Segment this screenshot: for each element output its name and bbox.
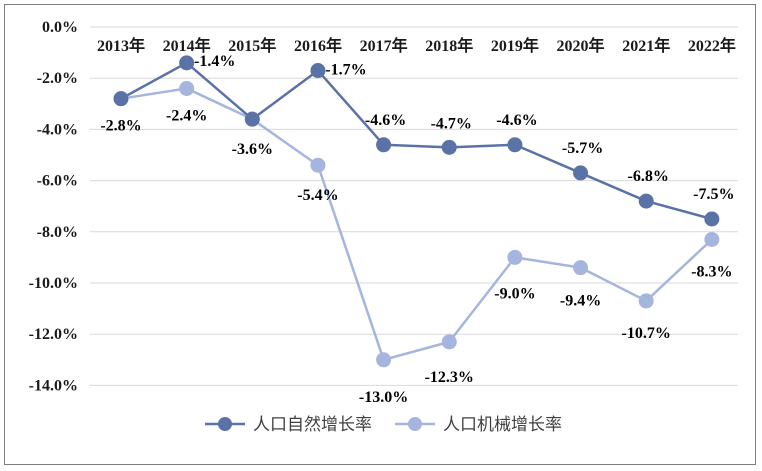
data-point xyxy=(573,165,589,181)
x-tick-label: 2021年 xyxy=(622,36,670,55)
y-tick-label: -6.0% xyxy=(37,173,78,190)
data-label: -4.6% xyxy=(496,112,537,129)
y-tick-label: -2.0% xyxy=(37,70,78,87)
y-tick-label: -4.0% xyxy=(37,121,78,138)
data-point xyxy=(638,193,654,209)
x-tick-label: 2018年 xyxy=(425,36,473,55)
y-tick-label: -12.0% xyxy=(29,326,78,343)
data-label: -4.7% xyxy=(431,115,472,132)
data-label: -1.4% xyxy=(194,53,235,70)
data-point xyxy=(704,211,720,227)
series-points xyxy=(113,55,720,368)
legend-marker xyxy=(408,417,422,431)
data-label: -2.4% xyxy=(166,107,207,124)
series-lines xyxy=(120,61,713,362)
y-tick-label: -8.0% xyxy=(37,224,78,241)
y-tick-label: 0.0% xyxy=(42,19,78,36)
data-label: -13.0% xyxy=(359,389,408,406)
data-label: -2.8% xyxy=(100,118,141,135)
x-tick-label: 2017年 xyxy=(360,36,408,55)
data-label: -8.3% xyxy=(691,263,732,280)
chart-frame xyxy=(4,4,756,465)
series-line xyxy=(120,61,713,221)
legend-label: 人口机械增长率 xyxy=(443,415,562,434)
data-point xyxy=(376,137,392,153)
x-tick-label: 2013年 xyxy=(97,36,145,55)
data-label: -5.4% xyxy=(297,187,338,204)
data-label: -9.0% xyxy=(494,285,535,302)
data-labels: -1.4% -1.7% -4.6% -4.7% -4.6% -5.7% -6.8% -7.5%… xyxy=(100,53,734,406)
gridlines xyxy=(90,26,738,386)
data-point xyxy=(179,55,195,71)
data-label: -4.6% xyxy=(365,112,406,129)
y-axis-tick-labels: 0.0% -2.0% -4.0% -6.0% -8.0% -10.0% -12.0% -14.… xyxy=(29,19,78,394)
x-tick-label: 2015年 xyxy=(228,36,276,55)
data-point xyxy=(310,157,326,173)
x-axis-tick-labels: 2013年 2014年 2015年 2016年 2017年 2018年 2019年 2020年… xyxy=(97,36,736,55)
x-tick-label: 2016年 xyxy=(294,36,342,55)
data-point xyxy=(244,111,260,127)
data-label: -12.3% xyxy=(425,369,474,386)
data-label: -6.8% xyxy=(628,168,669,185)
data-point xyxy=(638,293,654,309)
data-point xyxy=(507,137,523,153)
y-tick-label: -14.0% xyxy=(29,377,78,394)
data-point xyxy=(113,91,129,107)
legend: 人口自然增长率 人口机械增长率 xyxy=(205,415,562,434)
data-label: -10.7% xyxy=(622,325,671,342)
data-label: -1.7% xyxy=(325,62,366,79)
series-line xyxy=(120,87,713,362)
data-label: -9.4% xyxy=(560,293,601,310)
data-point xyxy=(376,352,392,368)
data-point xyxy=(507,249,523,265)
x-tick-label: 2020年 xyxy=(557,36,605,55)
data-label: -5.7% xyxy=(562,140,603,157)
data-point xyxy=(441,334,457,350)
data-label: -3.6% xyxy=(232,141,273,158)
data-point xyxy=(704,231,720,247)
legend-marker xyxy=(218,417,232,431)
x-tick-label: 2019年 xyxy=(491,36,539,55)
y-tick-label: -10.0% xyxy=(29,275,78,292)
data-point xyxy=(179,80,195,96)
data-point xyxy=(441,139,457,155)
data-point xyxy=(573,260,589,276)
legend-label: 人口自然增长率 xyxy=(253,415,372,434)
data-label: -7.5% xyxy=(693,186,734,203)
x-tick-label: 2014年 xyxy=(163,36,211,55)
x-tick-label: 2022年 xyxy=(688,36,736,55)
data-point xyxy=(310,63,326,79)
